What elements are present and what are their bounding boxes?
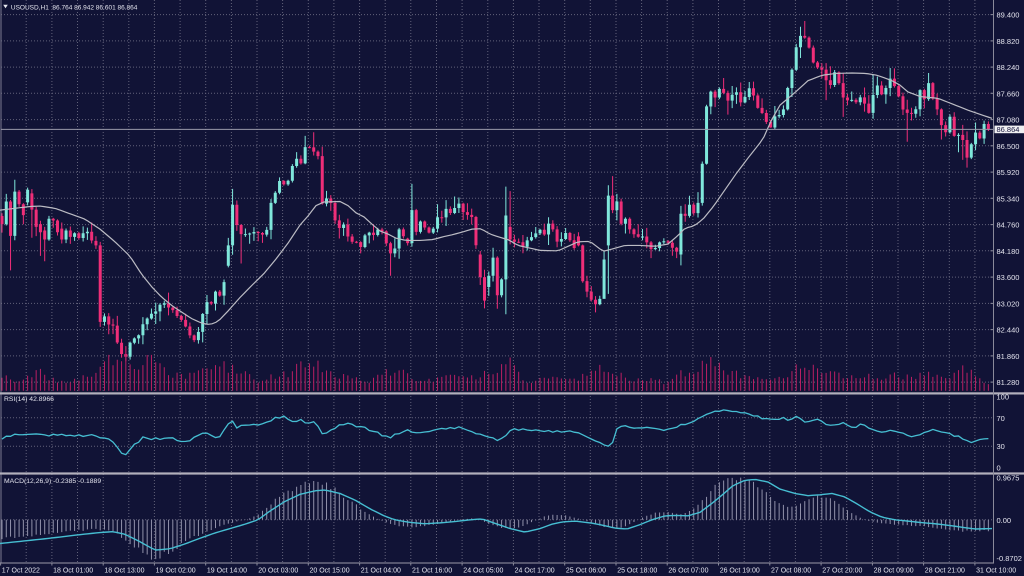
svg-text:87.080: 87.080	[997, 116, 1020, 125]
svg-text:24 Oct 05:00: 24 Oct 05:00	[463, 567, 503, 574]
svg-text:24 Oct 17:00: 24 Oct 17:00	[515, 567, 555, 574]
svg-text:28 Oct 21:00: 28 Oct 21:00	[925, 567, 965, 574]
svg-text:18 Oct 13:00: 18 Oct 13:00	[104, 567, 144, 574]
svg-text:26 Oct 19:00: 26 Oct 19:00	[720, 567, 760, 574]
svg-text:17 Oct 2022: 17 Oct 2022	[2, 567, 40, 574]
svg-text:20 Oct 03:00: 20 Oct 03:00	[258, 567, 298, 574]
svg-text:26 Oct 07:00: 26 Oct 07:00	[668, 567, 708, 574]
svg-text:88.820: 88.820	[997, 37, 1020, 46]
svg-text:100: 100	[997, 393, 1010, 402]
svg-text:86.500: 86.500	[997, 142, 1020, 151]
svg-text:70: 70	[997, 414, 1005, 423]
svg-text:31 Oct 10:00: 31 Oct 10:00	[976, 567, 1016, 574]
svg-text:27 Oct 20:00: 27 Oct 20:00	[822, 567, 862, 574]
svg-text:88.240: 88.240	[997, 63, 1020, 72]
svg-text:RSI(14) 42.8966: RSI(14) 42.8966	[4, 396, 54, 403]
svg-text:84.180: 84.180	[997, 247, 1020, 256]
svg-text:85.920: 85.920	[997, 168, 1020, 177]
svg-text:20 Oct 15:00: 20 Oct 15:00	[310, 567, 350, 574]
svg-text:MACD(12,26,9) -0.2385 -0.1889: MACD(12,26,9) -0.2385 -0.1889	[4, 478, 101, 485]
svg-text:18 Oct 01:00: 18 Oct 01:00	[53, 567, 93, 574]
svg-text:85.340: 85.340	[997, 194, 1020, 203]
svg-text:28 Oct 09:00: 28 Oct 09:00	[874, 567, 914, 574]
svg-text:0.00: 0.00	[997, 516, 1012, 525]
svg-text:21 Oct 16:00: 21 Oct 16:00	[412, 567, 452, 574]
svg-text:0.9675: 0.9675	[997, 473, 1020, 482]
svg-text:19 Oct 14:00: 19 Oct 14:00	[207, 567, 247, 574]
svg-text:81.860: 81.860	[997, 352, 1020, 361]
svg-text:25 Oct 06:00: 25 Oct 06:00	[566, 567, 606, 574]
svg-text:19 Oct 02:00: 19 Oct 02:00	[156, 567, 196, 574]
svg-text:87.660: 87.660	[997, 89, 1020, 98]
svg-text:USOUSD,H1 86.764 86.942 86.60: USOUSD,H1 86.764 86.942 86.601 86.864	[11, 4, 138, 11]
svg-text:25 Oct 18:00: 25 Oct 18:00	[617, 567, 657, 574]
svg-text:83.020: 83.020	[997, 299, 1020, 308]
svg-text:82.440: 82.440	[997, 326, 1020, 335]
svg-text:81.280: 81.280	[997, 378, 1020, 387]
svg-text:0: 0	[997, 464, 1001, 473]
svg-text:86.864: 86.864	[997, 125, 1020, 134]
svg-text:30: 30	[997, 442, 1005, 451]
svg-text:27 Oct 08:00: 27 Oct 08:00	[771, 567, 811, 574]
svg-text:21 Oct 04:00: 21 Oct 04:00	[361, 567, 401, 574]
svg-text:-0.8702: -0.8702	[997, 554, 1022, 563]
svg-text:84.760: 84.760	[997, 221, 1020, 230]
svg-text:89.400: 89.400	[997, 11, 1020, 20]
svg-text:83.600: 83.600	[997, 273, 1020, 282]
